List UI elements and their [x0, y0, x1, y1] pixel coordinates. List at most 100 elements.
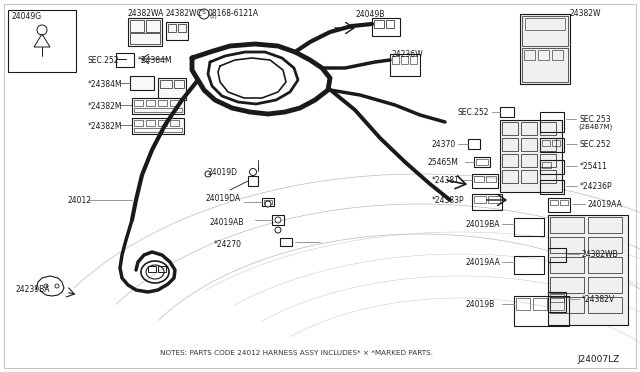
- Bar: [158, 266, 166, 272]
- Bar: [522, 16, 568, 46]
- Bar: [516, 298, 530, 310]
- Text: 24370: 24370: [432, 140, 456, 149]
- Bar: [130, 33, 160, 44]
- Bar: [160, 80, 172, 88]
- Bar: [390, 54, 420, 76]
- Bar: [550, 297, 584, 313]
- Bar: [552, 50, 563, 60]
- Text: *24270: *24270: [214, 240, 242, 249]
- Bar: [550, 200, 558, 205]
- Bar: [248, 176, 258, 186]
- Text: 24382WB: 24382WB: [582, 250, 619, 259]
- Bar: [548, 215, 628, 325]
- Bar: [540, 160, 564, 174]
- Text: *24382M: *24382M: [88, 102, 122, 111]
- Bar: [514, 256, 544, 274]
- Text: *24382M: *24382M: [88, 122, 122, 131]
- Bar: [588, 257, 622, 273]
- Bar: [130, 20, 144, 32]
- Bar: [166, 22, 188, 40]
- Text: J24007LZ: J24007LZ: [578, 355, 620, 364]
- Bar: [168, 24, 176, 32]
- Bar: [502, 154, 518, 167]
- Text: *24384M: *24384M: [138, 56, 173, 65]
- Text: SEC.252: SEC.252: [580, 140, 611, 149]
- Bar: [178, 24, 186, 32]
- Bar: [540, 154, 556, 167]
- Bar: [158, 78, 186, 100]
- Bar: [116, 53, 134, 67]
- Bar: [174, 80, 184, 88]
- Text: *24236P: *24236P: [580, 182, 612, 191]
- Bar: [550, 277, 584, 293]
- Bar: [538, 50, 549, 60]
- Text: 24019B: 24019B: [466, 300, 495, 309]
- Text: (2B4B7M): (2B4B7M): [578, 123, 612, 129]
- Bar: [548, 248, 566, 262]
- Text: 24382WA: 24382WA: [128, 9, 164, 18]
- Text: 24019AA: 24019AA: [588, 200, 623, 209]
- Text: (1): (1): [210, 14, 218, 19]
- Bar: [500, 120, 562, 192]
- Bar: [525, 18, 565, 30]
- Bar: [540, 122, 556, 135]
- Bar: [550, 294, 564, 302]
- Bar: [474, 196, 486, 203]
- Bar: [8, 10, 76, 72]
- Bar: [588, 277, 622, 293]
- Bar: [588, 217, 622, 233]
- Bar: [170, 100, 179, 106]
- Text: 24236W: 24236W: [392, 50, 424, 59]
- Bar: [524, 50, 535, 60]
- Bar: [468, 139, 480, 149]
- Text: 08168-6121A: 08168-6121A: [208, 9, 259, 18]
- Text: 24382W: 24382W: [570, 9, 602, 18]
- Text: SEC.252: SEC.252: [458, 108, 490, 117]
- Circle shape: [275, 227, 281, 233]
- Text: SEC.252: SEC.252: [88, 56, 120, 65]
- Bar: [392, 56, 399, 64]
- Bar: [474, 176, 484, 182]
- Bar: [540, 138, 556, 151]
- Bar: [540, 170, 556, 183]
- Bar: [502, 170, 518, 183]
- Text: 24019DA: 24019DA: [206, 194, 241, 203]
- Text: 24019BA: 24019BA: [466, 220, 500, 229]
- Bar: [374, 20, 384, 28]
- Bar: [474, 157, 490, 167]
- Bar: [533, 298, 547, 310]
- Bar: [146, 120, 155, 126]
- Bar: [372, 18, 400, 36]
- Bar: [280, 238, 292, 246]
- Bar: [134, 100, 143, 106]
- Text: *25411: *25411: [580, 162, 608, 171]
- Text: 24019D: 24019D: [208, 168, 238, 177]
- Bar: [540, 180, 564, 194]
- Bar: [552, 140, 560, 146]
- Bar: [520, 14, 570, 84]
- Bar: [472, 194, 502, 210]
- Bar: [540, 138, 564, 152]
- Bar: [132, 118, 184, 134]
- Bar: [148, 266, 156, 272]
- Bar: [134, 108, 182, 112]
- Text: *24384M: *24384M: [88, 80, 123, 89]
- Text: 25465M: 25465M: [428, 158, 459, 167]
- Bar: [146, 100, 155, 106]
- Bar: [134, 120, 143, 126]
- Bar: [550, 217, 584, 233]
- Bar: [130, 76, 154, 90]
- Bar: [548, 198, 570, 212]
- Text: *24383P: *24383P: [432, 196, 465, 205]
- Circle shape: [205, 171, 211, 177]
- Bar: [410, 56, 417, 64]
- Bar: [500, 107, 514, 117]
- Bar: [134, 128, 182, 132]
- Bar: [540, 112, 564, 132]
- Text: 24382WC: 24382WC: [166, 9, 203, 18]
- Bar: [588, 237, 622, 253]
- Bar: [502, 122, 518, 135]
- Bar: [521, 122, 537, 135]
- Bar: [262, 198, 274, 206]
- Bar: [472, 174, 498, 188]
